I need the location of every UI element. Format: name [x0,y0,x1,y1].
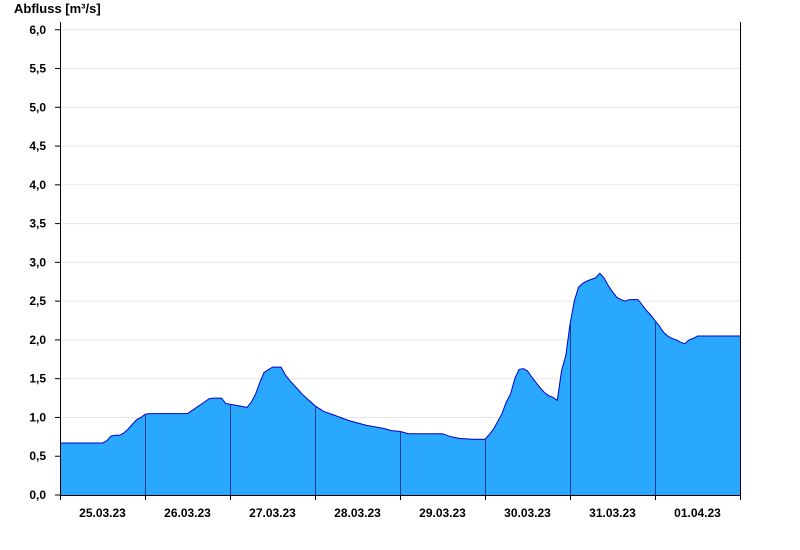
y-tick-label: 2,5 [29,294,46,308]
y-tick-label: 0,0 [29,488,46,502]
y-tick-label: 3,0 [29,255,46,269]
x-tick-label: 29.03.23 [419,506,466,520]
x-tick-label: 31.03.23 [589,506,636,520]
y-tick-label: 6,0 [29,23,46,37]
series-line [60,272,740,444]
y-tick-label: 2,0 [29,333,46,347]
y-tick-label: 5,0 [29,100,46,114]
y-tick-label: 5,5 [29,62,46,76]
y-axis-title: Abfluss [m³/s] [14,1,101,16]
y-tick-label: 4,5 [29,139,46,153]
y-tick-label: 0,5 [29,449,46,463]
x-tick-label: 25.03.23 [79,506,126,520]
x-tick-label: 28.03.23 [334,506,381,520]
x-tick-label: 01.04.23 [674,506,721,520]
y-axis-ticks: 0,0 0,5 1,0 1,5 2,0 2,5 3,0 3,5 4,0 4,5 5,0 5,5 6,0 [29,23,60,502]
day-boundary-lines [145,320,656,495]
y-tick-label: 1,0 [29,410,46,424]
x-tick-label: 30.03.23 [504,506,551,520]
x-axis-ticks: 25.03.23 26.03.23 27.03.23 28.03.23 29.03.23… [60,495,741,520]
y-tick-label: 1,5 [29,372,46,386]
y-tick-label: 4,0 [29,178,46,192]
y-tick-label: 3,5 [29,217,46,231]
x-tick-label: 27.03.23 [249,506,296,520]
x-tick-label: 26.03.23 [164,506,211,520]
